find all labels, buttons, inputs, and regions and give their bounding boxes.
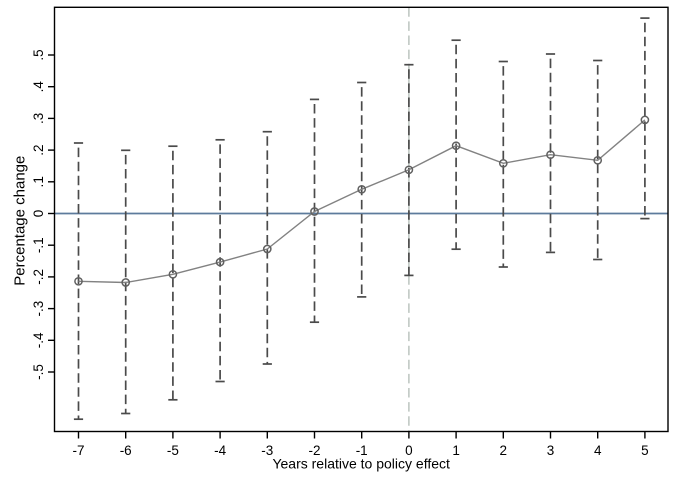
svg-text:3: 3 [547,443,555,458]
svg-text:-7: -7 [72,443,84,458]
svg-text:-3: -3 [261,443,273,458]
svg-text:.5: .5 [31,49,46,60]
svg-text:-.4: -.4 [31,332,46,348]
svg-text:5: 5 [641,443,649,458]
svg-text:.4: .4 [31,81,46,93]
svg-text:Years relative to policy effec: Years relative to policy effect [272,456,450,472]
svg-text:0: 0 [405,443,413,458]
svg-text:Percentage change: Percentage change [12,156,29,286]
svg-text:-.3: -.3 [31,301,46,317]
svg-text:2: 2 [500,443,508,458]
svg-text:.1: .1 [31,176,46,187]
svg-text:-1: -1 [356,443,368,458]
svg-text:.3: .3 [31,113,46,124]
svg-text:-6: -6 [120,443,132,458]
svg-text:1: 1 [452,443,460,458]
svg-text:-4: -4 [214,443,226,458]
svg-text:-.1: -.1 [31,237,46,253]
svg-text:-5: -5 [167,443,179,458]
svg-text:.2: .2 [31,144,46,155]
svg-text:4: 4 [594,443,602,458]
svg-text:-.2: -.2 [31,269,46,285]
svg-text:-2: -2 [308,443,320,458]
svg-text:-.5: -.5 [31,364,46,380]
svg-text:0: 0 [31,210,46,218]
